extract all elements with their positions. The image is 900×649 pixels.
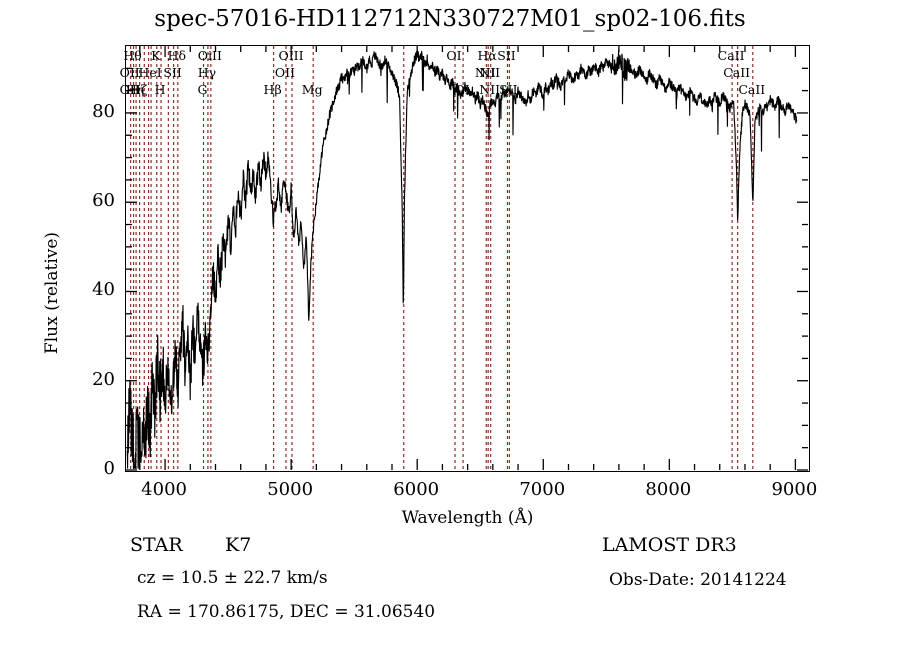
- y-tick-label: 80: [92, 100, 115, 122]
- line-label-nii: NII: [479, 82, 501, 97]
- line-label-oi: OI: [454, 82, 470, 97]
- y-tick-label: 0: [103, 458, 115, 479]
- coordinates-label: RA = 170.86175, DEC = 31.06540: [137, 602, 436, 622]
- x-tick-label: 4000: [141, 479, 187, 500]
- line-label-oii: OII: [274, 65, 296, 80]
- figure-title: spec-57016-HD112712N330727M01_sp02-106.f…: [154, 6, 746, 32]
- object-type-label: STAR: [130, 534, 183, 556]
- line-label-h: Hθ: [123, 48, 142, 63]
- x-tick-label: 7000: [519, 479, 566, 500]
- line-label-nii: NII: [474, 65, 496, 80]
- line-label-h: Hη: [125, 82, 145, 97]
- y-tick-label: 60: [92, 190, 115, 212]
- x-tick-label: 5000: [267, 479, 314, 500]
- x-tick-label: 9000: [771, 479, 818, 500]
- line-label-h: Hβ: [263, 82, 282, 97]
- line-label-oi: OI: [446, 48, 462, 63]
- line-label-h: H: [154, 82, 166, 97]
- line-label-h: Hζ: [129, 82, 148, 97]
- line-label-nii: NII: [479, 65, 501, 80]
- line-label-caii: CaII: [738, 82, 766, 97]
- x-tick-label: 6000: [393, 479, 440, 500]
- line-label-caii: CaII: [723, 65, 751, 80]
- line-label-h: Hα: [477, 48, 497, 63]
- obs-date-label: Obs-Date: 20141224: [609, 570, 787, 590]
- spectral-class-label: K7: [225, 534, 252, 556]
- y-tick-label: 20: [92, 368, 115, 390]
- x-tick-label: 8000: [645, 479, 692, 500]
- y-tick-label: 40: [92, 279, 115, 301]
- plot-area: [126, 46, 809, 471]
- redshift-velocity-label: cz = 10.5 ± 22.7 km/s: [137, 568, 328, 588]
- line-label-sii: SII: [499, 82, 518, 97]
- spectrum-trace: [126, 49, 798, 469]
- line-label-k: K: [151, 48, 161, 63]
- line-label-hei: HeI: [138, 65, 162, 80]
- spectrum-canvas: [126, 46, 798, 470]
- line-label-h: Hδ: [167, 48, 187, 63]
- line-label-h: Hγ: [197, 65, 217, 80]
- survey-label: LAMOST DR3: [602, 534, 737, 556]
- x-axis-label: Wavelength (Å): [401, 508, 534, 528]
- y-axis-label: Flux (relative): [42, 231, 62, 355]
- plot-frame: [125, 45, 810, 472]
- marker-line-group: [130, 46, 754, 470]
- line-label-g: G: [197, 82, 208, 97]
- line-label-mg: Mg: [301, 82, 323, 97]
- line-label-oiii: OiII: [197, 48, 222, 63]
- line-label-oii: OII: [119, 65, 140, 80]
- line-label-sii: SII: [497, 48, 516, 63]
- line-label-caii: CaII: [717, 48, 745, 63]
- line-label-sii: SII: [163, 65, 182, 80]
- line-label-oiii: OIII: [278, 48, 304, 63]
- line-label-oii: OII: [119, 82, 140, 97]
